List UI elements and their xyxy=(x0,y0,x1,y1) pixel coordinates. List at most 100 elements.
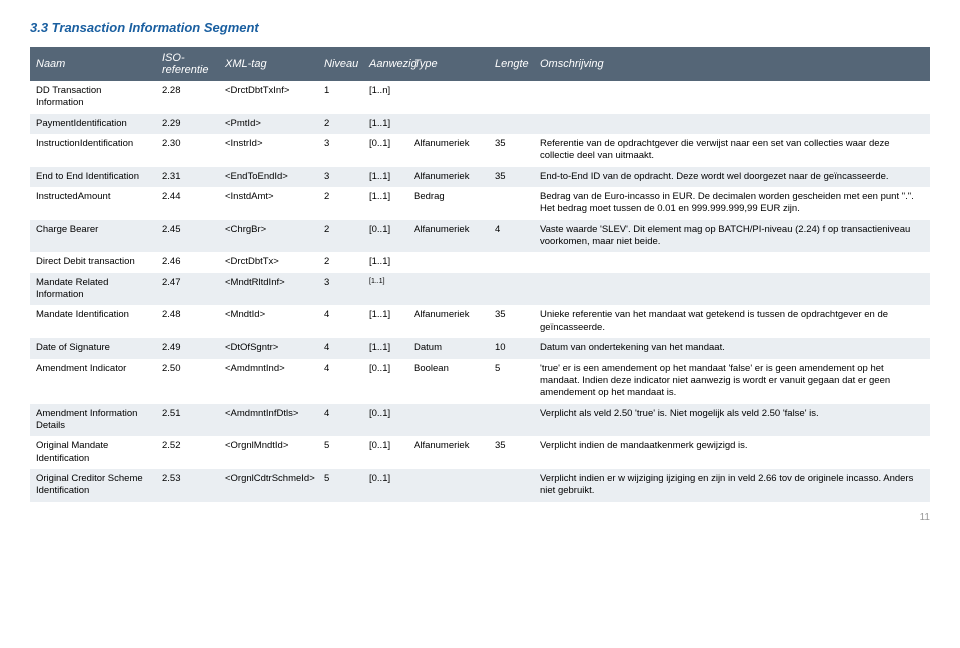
cell-naam: Original Mandate Identification xyxy=(30,436,156,469)
cell-iso: 2.50 xyxy=(156,359,219,404)
cell-oms xyxy=(534,273,930,306)
col-niv: Niveau xyxy=(318,47,363,81)
cell-oms: Vaste waarde 'SLEV'. Dit element mag op … xyxy=(534,220,930,253)
cell-niv: 4 xyxy=(318,338,363,358)
cell-niv: 3 xyxy=(318,273,363,306)
cell-type xyxy=(408,273,489,306)
cell-naam: Charge Bearer xyxy=(30,220,156,253)
cell-type xyxy=(408,252,489,272)
table-row: DD Transaction Information2.28<DrctDbtTx… xyxy=(30,81,930,114)
cell-len: 4 xyxy=(489,220,534,253)
cell-oms xyxy=(534,252,930,272)
cell-xml: <AmdmntInfDtls> xyxy=(219,404,318,437)
cell-type: Bedrag xyxy=(408,187,489,220)
cell-aan: [1..1] xyxy=(363,338,408,358)
cell-iso: 2.30 xyxy=(156,134,219,167)
cell-len: 10 xyxy=(489,338,534,358)
table-row: PaymentIdentification2.29<PmtId>2[1..1] xyxy=(30,114,930,134)
col-aan: Aanwezig xyxy=(363,47,408,81)
cell-iso: 2.53 xyxy=(156,469,219,502)
cell-xml: <OrgnlMndtId> xyxy=(219,436,318,469)
cell-aan: [1..1] xyxy=(363,305,408,338)
cell-oms xyxy=(534,114,930,134)
cell-len: 35 xyxy=(489,134,534,167)
cell-type xyxy=(408,114,489,134)
cell-xml: <AmdmntInd> xyxy=(219,359,318,404)
cell-xml: <PmtId> xyxy=(219,114,318,134)
cell-naam: Date of Signature xyxy=(30,338,156,358)
cell-type: Alfanumeriek xyxy=(408,436,489,469)
cell-aan: [0..1] xyxy=(363,134,408,167)
cell-xml: <ChrgBr> xyxy=(219,220,318,253)
cell-len: 5 xyxy=(489,359,534,404)
cell-naam: Amendment Information Details xyxy=(30,404,156,437)
cell-oms: Unieke referentie van het mandaat wat ge… xyxy=(534,305,930,338)
cell-len: 35 xyxy=(489,436,534,469)
cell-niv: 2 xyxy=(318,220,363,253)
cell-iso: 2.44 xyxy=(156,187,219,220)
cell-naam: Original Creditor Scheme Identification xyxy=(30,469,156,502)
cell-len xyxy=(489,469,534,502)
cell-aan: [1..n] xyxy=(363,81,408,114)
cell-iso: 2.29 xyxy=(156,114,219,134)
cell-xml: <DrctDbtTx> xyxy=(219,252,318,272)
cell-aan: [0..1] xyxy=(363,220,408,253)
table-row: InstructionIdentification2.30<InstrId>3[… xyxy=(30,134,930,167)
table-row: Direct Debit transaction2.46<DrctDbtTx>2… xyxy=(30,252,930,272)
cell-naam: Amendment Indicator xyxy=(30,359,156,404)
cell-niv: 2 xyxy=(318,187,363,220)
col-naam: Naam xyxy=(30,47,156,81)
cell-type: Boolean xyxy=(408,359,489,404)
cell-niv: 2 xyxy=(318,114,363,134)
cell-niv: 3 xyxy=(318,167,363,187)
cell-oms xyxy=(534,81,930,114)
cell-oms: 'true' er is een amendement op het manda… xyxy=(534,359,930,404)
cell-iso: 2.51 xyxy=(156,404,219,437)
cell-len xyxy=(489,187,534,220)
cell-naam: PaymentIdentification xyxy=(30,114,156,134)
cell-aan: [0..1] xyxy=(363,469,408,502)
cell-iso: 2.52 xyxy=(156,436,219,469)
cell-iso: 2.31 xyxy=(156,167,219,187)
cell-aan: [1..1] xyxy=(363,252,408,272)
cell-aan: [1..1] xyxy=(363,167,408,187)
section-title: 3.3 Transaction Information Segment xyxy=(30,20,930,35)
col-type: Type xyxy=(408,47,489,81)
transaction-info-table: Naam ISO-referentie XML-tag Niveau Aanwe… xyxy=(30,47,930,502)
cell-oms: Datum van ondertekening van het mandaat. xyxy=(534,338,930,358)
cell-iso: 2.47 xyxy=(156,273,219,306)
col-oms: Omschrijving xyxy=(534,47,930,81)
table-header-row: Naam ISO-referentie XML-tag Niveau Aanwe… xyxy=(30,47,930,81)
cell-niv: 4 xyxy=(318,305,363,338)
col-iso: ISO-referentie xyxy=(156,47,219,81)
cell-type: Alfanumeriek xyxy=(408,220,489,253)
cell-niv: 4 xyxy=(318,359,363,404)
cell-xml: <EndToEndId> xyxy=(219,167,318,187)
page-number: 11 xyxy=(30,512,930,523)
cell-xml: <InstrId> xyxy=(219,134,318,167)
cell-xml: <OrgnlCdtrSchmeId> xyxy=(219,469,318,502)
cell-type: Alfanumeriek xyxy=(408,167,489,187)
table-row: InstructedAmount2.44<InstdAmt>2[1..1]Bed… xyxy=(30,187,930,220)
cell-len xyxy=(489,404,534,437)
cell-oms: Verplicht indien de mandaatkenmerk gewij… xyxy=(534,436,930,469)
cell-xml: <DrctDbtTxInf> xyxy=(219,81,318,114)
cell-iso: 2.48 xyxy=(156,305,219,338)
cell-naam: InstructionIdentification xyxy=(30,134,156,167)
cell-oms: End-to-End ID van de opdracht. Deze word… xyxy=(534,167,930,187)
cell-naam: Mandate Related Information xyxy=(30,273,156,306)
table-row: Mandate Identification2.48<MndtId>4[1..1… xyxy=(30,305,930,338)
table-row: Original Mandate Identification2.52<Orgn… xyxy=(30,436,930,469)
cell-oms: Referentie van de opdrachtgever die verw… xyxy=(534,134,930,167)
cell-type xyxy=(408,81,489,114)
cell-len xyxy=(489,81,534,114)
cell-aan: [1..1] xyxy=(363,187,408,220)
cell-len xyxy=(489,252,534,272)
cell-niv: 3 xyxy=(318,134,363,167)
cell-naam: DD Transaction Information xyxy=(30,81,156,114)
cell-type: Alfanumeriek xyxy=(408,305,489,338)
cell-oms: Verplicht als veld 2.50 'true' is. Niet … xyxy=(534,404,930,437)
cell-aan: [0..1] xyxy=(363,404,408,437)
cell-niv: 5 xyxy=(318,469,363,502)
cell-xml: <DtOfSgntr> xyxy=(219,338,318,358)
